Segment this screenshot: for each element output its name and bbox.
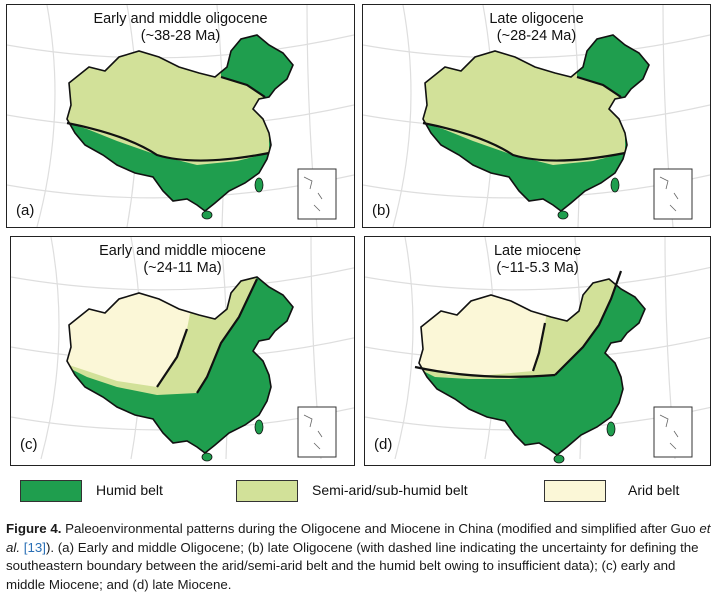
map-a xyxy=(7,5,354,227)
panel-letter: (c) xyxy=(20,436,38,453)
caption-text: Paleoenvironmental patterns during the O… xyxy=(61,521,700,536)
panel-letter: (b) xyxy=(372,202,391,219)
panel-title: Early and middle oligocene (~38-28 Ma) xyxy=(93,11,268,44)
legend-label-arid: Arid belt xyxy=(628,482,680,498)
islands xyxy=(201,419,264,462)
panel-c: Early and middle miocene (~24-11 Ma) (c) xyxy=(10,236,355,466)
caption-reference-link[interactable]: [13] xyxy=(23,539,46,555)
panel-letter: (d) xyxy=(374,436,393,453)
caption-etal: et al. xyxy=(6,521,711,555)
caption-label: Figure 4. xyxy=(6,521,62,536)
figure-caption: Figure 4. Paleoenvironmental patterns du… xyxy=(6,521,711,592)
panel-letter: (a) xyxy=(16,202,35,219)
map-d xyxy=(365,237,710,464)
china-outline xyxy=(422,34,650,213)
south-china-sea-inset xyxy=(653,168,693,220)
map-b xyxy=(363,5,710,227)
china-outline xyxy=(66,276,294,455)
map-c xyxy=(11,237,354,462)
panel-title: Early and middle miocene (~24-11 Ma) xyxy=(99,243,266,276)
islands xyxy=(557,177,620,220)
panel-title: Late oligocene (~28-24 Ma) xyxy=(489,11,584,44)
china-outline xyxy=(66,34,294,213)
china-outline xyxy=(418,278,646,457)
legend-swatch-semi-arid xyxy=(236,480,298,502)
panel-a: Early and middle oligocene (~38-28 Ma) (… xyxy=(6,4,355,228)
south-china-sea-inset xyxy=(653,406,693,458)
legend-swatch-humid xyxy=(20,480,82,502)
legend-swatch-arid xyxy=(544,480,606,502)
legend-label-semi-arid: Semi-arid/sub-humid belt xyxy=(312,482,468,498)
south-china-sea-inset xyxy=(297,406,337,458)
panel-title: Late miocene (~11-5.3 Ma) xyxy=(493,243,582,276)
panel-d: Late miocene (~11-5.3 Ma) (d) xyxy=(364,236,711,466)
legend-label-humid: Humid belt xyxy=(96,482,163,498)
south-china-sea-inset xyxy=(297,168,337,220)
islands xyxy=(553,421,616,464)
islands xyxy=(201,177,264,220)
panel-b: Late oligocene (~28-24 Ma) (b) xyxy=(362,4,711,228)
